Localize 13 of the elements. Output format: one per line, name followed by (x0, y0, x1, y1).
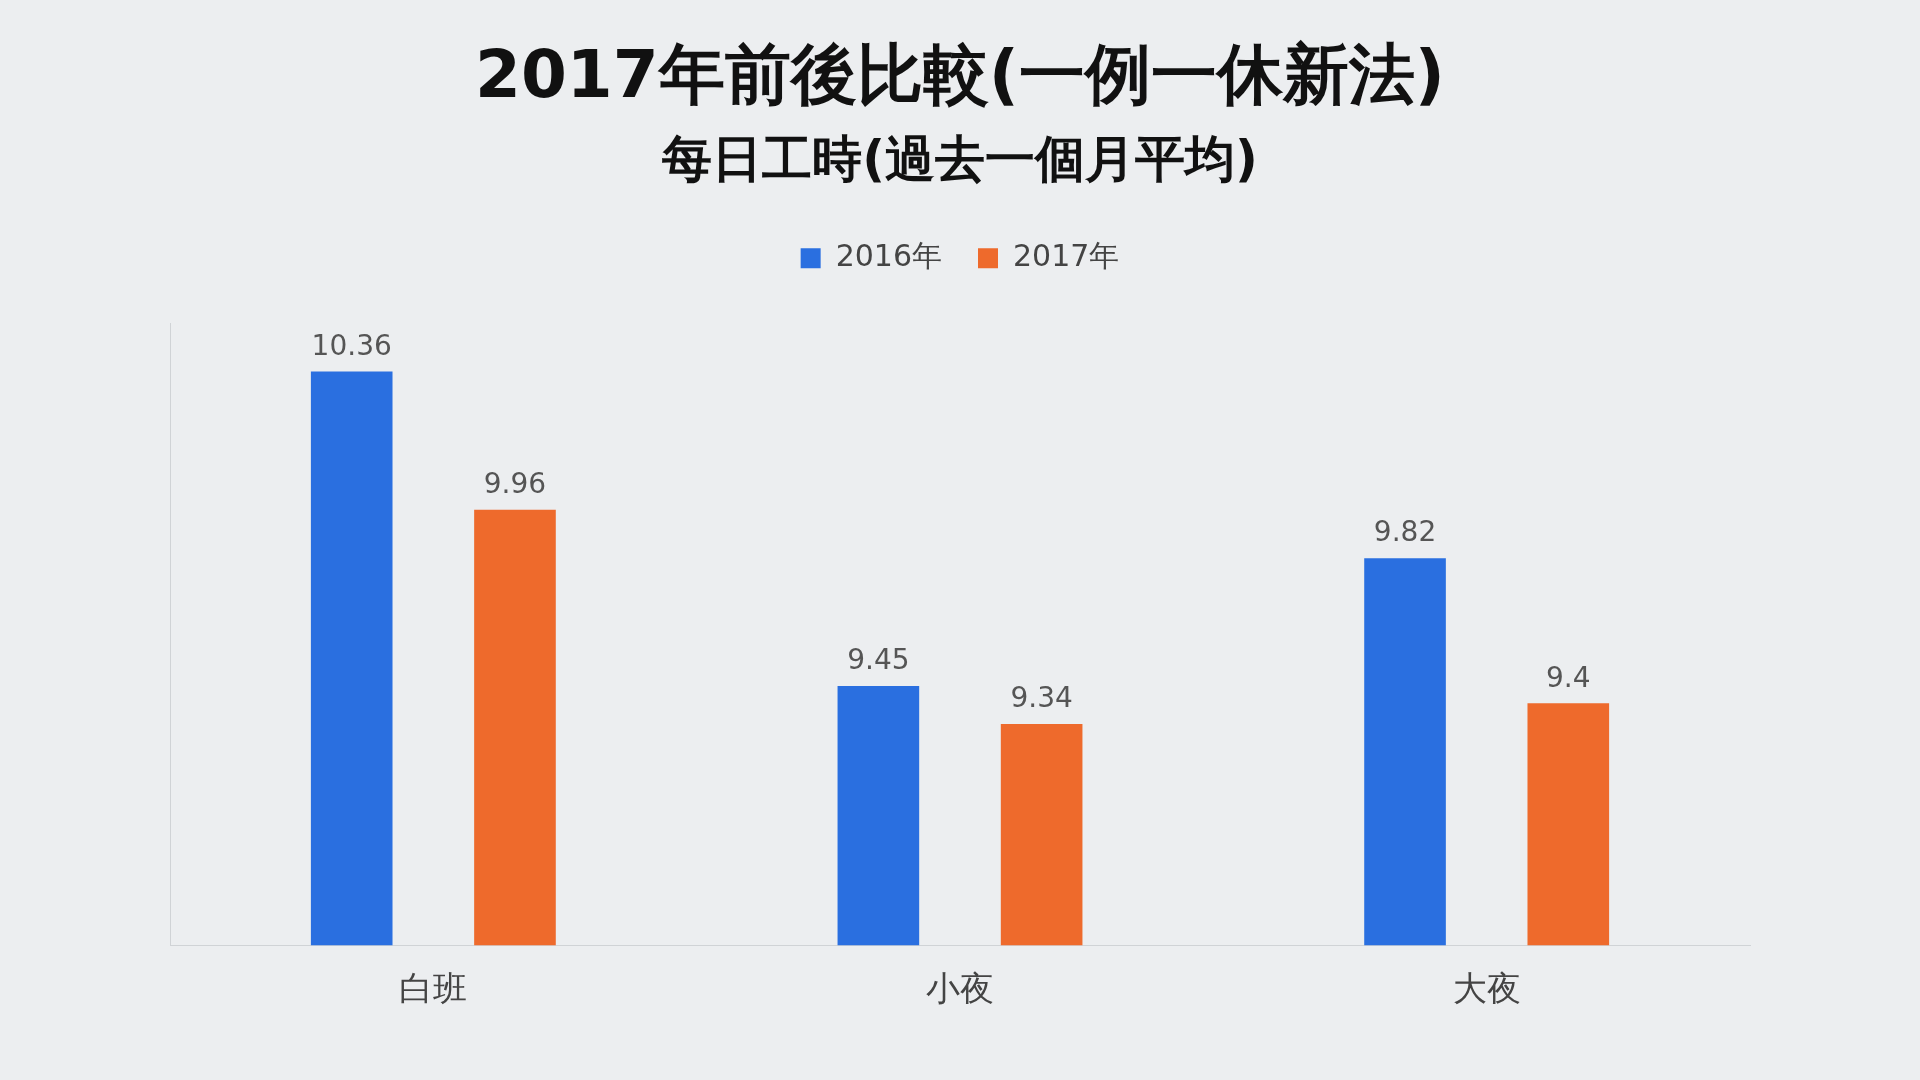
legend-label: 2016年 (835, 238, 943, 273)
data-label: 9.96 (483, 467, 547, 501)
data-label: 9.34 (1010, 681, 1073, 715)
data-label: 9.82 (1373, 515, 1437, 549)
chart-subtitle: 每日工時(過去一個月平均) (661, 130, 1258, 189)
data-label: 9.4 (1546, 660, 1591, 694)
x-tick-label: 白班 (399, 968, 468, 1009)
data-label: 9.45 (847, 643, 910, 677)
x-tick-label: 小夜 (926, 968, 994, 1009)
chart-title: 2017年前後比較(一例一休新法) (474, 35, 1446, 113)
legend-label: 2017年 (1013, 238, 1120, 273)
x-tick-label: 大夜 (1452, 968, 1521, 1009)
data-label: 10.36 (311, 328, 392, 362)
